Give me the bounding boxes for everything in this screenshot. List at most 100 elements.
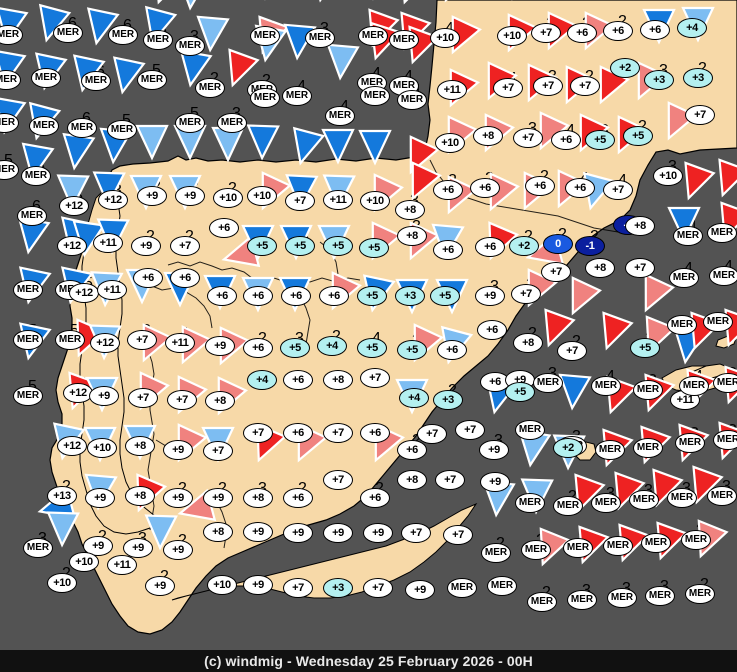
temperature-label[interactable]: +6	[603, 21, 633, 41]
sea-point-label[interactable]: MER	[17, 206, 47, 226]
sea-point-label[interactable]: MER	[250, 88, 280, 108]
sea-point-label[interactable]: MER	[31, 68, 61, 88]
temperature-label[interactable]: +8	[473, 126, 503, 146]
temperature-label[interactable]: +2	[610, 58, 640, 78]
temperature-label[interactable]: +10	[430, 28, 460, 48]
temperature-label[interactable]: +4	[399, 388, 429, 408]
temperature-label[interactable]: +10	[497, 26, 527, 46]
sea-point-label[interactable]: MER	[0, 25, 23, 45]
temperature-label[interactable]: +6	[243, 338, 273, 358]
temperature-label[interactable]: +9	[363, 523, 393, 543]
temperature-label[interactable]: +3	[395, 286, 425, 306]
temperature-label[interactable]: -1	[575, 236, 605, 256]
temperature-label[interactable]: +7	[603, 180, 633, 200]
temperature-label[interactable]: +7	[285, 191, 315, 211]
temperature-label[interactable]: 0	[543, 234, 573, 254]
sea-point-label[interactable]: MER	[607, 588, 637, 608]
sea-point-label[interactable]: MER	[603, 536, 633, 556]
temperature-label[interactable]: +7	[363, 578, 393, 598]
temperature-label[interactable]: +6	[209, 218, 239, 238]
sea-point-label[interactable]: MER	[533, 373, 563, 393]
temperature-label[interactable]: +8	[323, 370, 353, 390]
temperature-label[interactable]: +6	[397, 440, 427, 460]
temperature-label[interactable]: +6	[319, 286, 349, 306]
temperature-label[interactable]: +7	[323, 470, 353, 490]
temperature-label[interactable]: +5	[357, 338, 387, 358]
temperature-label[interactable]: +5	[585, 130, 615, 150]
temperature-label[interactable]: +6	[565, 178, 595, 198]
temperature-label[interactable]: +6	[243, 286, 273, 306]
temperature-label[interactable]: +6	[640, 20, 670, 40]
temperature-label[interactable]: +8	[625, 216, 655, 236]
sea-point-label[interactable]: MER	[13, 280, 43, 300]
temperature-label[interactable]: +6	[477, 320, 507, 340]
temperature-label[interactable]: +10	[213, 188, 243, 208]
forecast-map[interactable]: 5MER6MER6MER5MER3MER5MER3MER5MER4MER4+10…	[0, 0, 737, 650]
sea-point-label[interactable]: MER	[21, 166, 51, 186]
sea-point-label[interactable]: MER	[521, 540, 551, 560]
sea-point-label[interactable]: MER	[679, 376, 709, 396]
sea-point-label[interactable]: MER	[481, 543, 511, 563]
sea-point-label[interactable]: MER	[360, 86, 390, 106]
temperature-label[interactable]: +5	[397, 340, 427, 360]
temperature-label[interactable]: +11	[97, 280, 127, 300]
temperature-label[interactable]: +3	[433, 390, 463, 410]
temperature-label[interactable]: +9	[323, 523, 353, 543]
sea-point-label[interactable]: MER	[389, 30, 419, 50]
temperature-label[interactable]: +9	[137, 186, 167, 206]
temperature-label[interactable]: +12	[98, 190, 128, 210]
temperature-label[interactable]: +3	[644, 70, 674, 90]
sea-point-label[interactable]: MER	[527, 592, 557, 612]
temperature-label[interactable]: +7	[170, 236, 200, 256]
temperature-label[interactable]: +5	[280, 338, 310, 358]
temperature-label[interactable]: +6	[360, 488, 390, 508]
temperature-label[interactable]: +5	[323, 236, 353, 256]
temperature-label[interactable]: +7	[128, 388, 158, 408]
temperature-label[interactable]: +10	[360, 191, 390, 211]
temperature-label[interactable]: +8	[585, 258, 615, 278]
temperature-label[interactable]: +2	[509, 236, 539, 256]
temperature-label[interactable]: +7	[443, 525, 473, 545]
sea-point-label[interactable]: MER	[175, 113, 205, 133]
temperature-label[interactable]: +5	[630, 338, 660, 358]
sea-point-label[interactable]: MER	[567, 590, 597, 610]
temperature-label[interactable]: +8	[205, 391, 235, 411]
temperature-label[interactable]: +9	[85, 488, 115, 508]
sea-point-label[interactable]: MER	[81, 71, 111, 91]
temperature-label[interactable]: +11	[323, 190, 353, 210]
sea-point-label[interactable]: MER	[641, 533, 671, 553]
temperature-label[interactable]: +8	[125, 486, 155, 506]
sea-point-label[interactable]: MER	[250, 26, 280, 46]
temperature-label[interactable]: +6	[281, 286, 311, 306]
temperature-label[interactable]: +7	[493, 78, 523, 98]
sea-point-label[interactable]: MER	[595, 440, 625, 460]
temperature-label[interactable]: +7	[167, 390, 197, 410]
sea-point-label[interactable]: MER	[675, 433, 705, 453]
temperature-label[interactable]: +5	[505, 382, 535, 402]
sea-point-label[interactable]: MER	[305, 28, 335, 48]
sea-point-label[interactable]: MER	[515, 493, 545, 513]
temperature-label[interactable]: +6	[551, 130, 581, 150]
sea-point-label[interactable]: MER	[591, 376, 621, 396]
sea-point-label[interactable]: MER	[667, 488, 697, 508]
temperature-label[interactable]: +12	[57, 436, 87, 456]
temperature-label[interactable]: +10	[247, 186, 277, 206]
sea-point-label[interactable]: MER	[358, 26, 388, 46]
temperature-label[interactable]: +9	[405, 580, 435, 600]
temperature-label[interactable]: +13	[47, 486, 77, 506]
temperature-label[interactable]: +9	[175, 186, 205, 206]
sea-point-label[interactable]: MER	[645, 586, 675, 606]
temperature-label[interactable]: +12	[59, 196, 89, 216]
temperature-label[interactable]: +6	[170, 268, 200, 288]
temperature-label[interactable]: +12	[90, 333, 120, 353]
temperature-label[interactable]: +8	[125, 436, 155, 456]
temperature-label[interactable]: +12	[57, 236, 87, 256]
temperature-label[interactable]: +5	[357, 286, 387, 306]
temperature-label[interactable]: +9	[243, 522, 273, 542]
temperature-label[interactable]: +8	[397, 226, 427, 246]
temperature-label[interactable]: +6	[433, 240, 463, 260]
temperature-label[interactable]: +6	[433, 180, 463, 200]
sea-point-label[interactable]: MER	[0, 70, 21, 90]
temperature-label[interactable]: +9	[131, 236, 161, 256]
sea-point-label[interactable]: MER	[707, 223, 737, 243]
